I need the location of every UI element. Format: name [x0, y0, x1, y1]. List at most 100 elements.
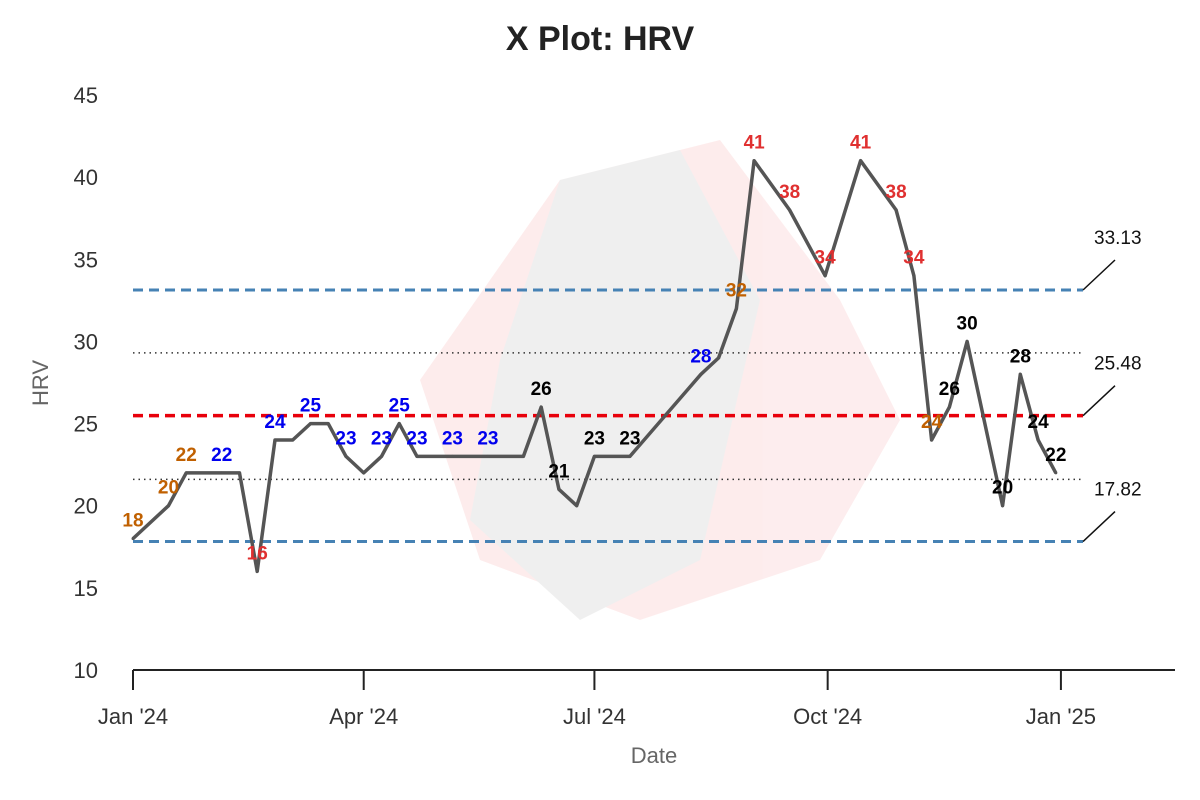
point-value-label: 23 — [371, 428, 392, 449]
point-value-label: 38 — [886, 182, 907, 203]
data-point — [397, 422, 401, 426]
x-axis-title: Date — [631, 743, 677, 768]
point-value-label: 22 — [211, 445, 232, 466]
point-value-label: 41 — [850, 133, 872, 154]
point-value-label: 28 — [1010, 346, 1031, 367]
point-value-label: 34 — [903, 248, 925, 269]
y-tick-label: 35 — [74, 247, 98, 272]
point-value-label: 23 — [584, 428, 605, 449]
data-point — [308, 422, 312, 426]
data-point — [255, 569, 259, 573]
point-value-label: 16 — [247, 543, 268, 564]
data-point — [699, 372, 703, 376]
point-value-label: 24 — [1028, 412, 1050, 433]
y-tick-label: 45 — [74, 83, 98, 108]
y-axis-title: HRV — [28, 360, 53, 406]
data-point — [1036, 438, 1040, 442]
point-value-label: 38 — [779, 182, 800, 203]
point-value-label: 24 — [264, 412, 286, 433]
point-value-label: 32 — [726, 281, 747, 302]
point-value-label: 26 — [531, 379, 552, 400]
data-point — [788, 208, 792, 212]
point-value-label: 28 — [690, 346, 711, 367]
control-limit-label: 33.13 — [1094, 228, 1142, 249]
data-point — [450, 454, 454, 458]
point-value-label: 23 — [335, 428, 356, 449]
point-value-label: 25 — [300, 396, 322, 417]
x-tick-label: Oct '24 — [793, 704, 862, 729]
data-point — [184, 471, 188, 475]
x-tick-labels: Jan '24 Apr '24 Jul '24 Oct '24 Jan '25 — [98, 670, 1096, 729]
data-series — [131, 158, 1058, 574]
point-value-label: 23 — [477, 428, 498, 449]
point-labels: 18 20 22 22 16 24 25 23 23 25 23 23 23 26 21 23 23 28 32 41… — [122, 133, 1066, 565]
control-label-leader — [1082, 510, 1116, 543]
data-point — [1018, 372, 1022, 376]
point-value-label: 18 — [122, 511, 143, 532]
y-tick-label: 10 — [74, 658, 98, 683]
data-point — [557, 487, 561, 491]
point-value-label: 23 — [442, 428, 463, 449]
point-value-label: 41 — [744, 133, 766, 154]
point-value-label: 20 — [158, 478, 179, 499]
x-tick-label: Jul '24 — [563, 704, 626, 729]
y-tick-labels: 10 15 20 25 30 35 40 45 — [74, 83, 98, 683]
point-value-label: 25 — [389, 396, 411, 417]
data-point — [894, 208, 898, 212]
point-value-label: 22 — [1045, 445, 1066, 466]
point-value-label: 30 — [957, 313, 978, 334]
control-limit-label: 25.48 — [1094, 354, 1142, 375]
control-limit-labels: 33.13 25.48 17.82 — [1082, 228, 1142, 543]
data-point — [1054, 471, 1058, 475]
data-point — [379, 454, 383, 458]
data-point — [823, 274, 827, 278]
point-value-label: 20 — [992, 478, 1013, 499]
y-tick-label: 40 — [74, 165, 98, 190]
control-label-leader — [1082, 259, 1116, 291]
data-point — [521, 454, 525, 458]
point-value-label: 26 — [939, 379, 960, 400]
data-point — [752, 159, 756, 163]
watermark-logo — [420, 140, 900, 620]
data-point — [930, 438, 934, 442]
x-tick-label: Apr '24 — [329, 704, 398, 729]
point-value-label: 23 — [619, 428, 640, 449]
point-value-label: 24 — [921, 412, 943, 433]
data-point — [131, 537, 135, 541]
data-point — [362, 471, 366, 475]
point-value-label: 23 — [406, 428, 427, 449]
reference-lines — [133, 288, 1083, 544]
data-point — [486, 454, 490, 458]
chart-title: X Plot: HRV — [506, 20, 695, 58]
y-tick-label: 20 — [74, 494, 98, 519]
data-point — [344, 454, 348, 458]
control-limit-label: 17.82 — [1094, 480, 1142, 501]
y-tick-label: 25 — [74, 412, 98, 437]
data-point — [326, 422, 330, 426]
data-point — [1001, 504, 1005, 508]
y-tick-label: 30 — [74, 329, 98, 354]
data-point — [237, 471, 241, 475]
data-point — [220, 471, 224, 475]
data-point — [628, 454, 632, 458]
data-point — [947, 405, 951, 409]
data-point — [734, 307, 738, 311]
x-tick-label: Jan '24 — [98, 704, 168, 729]
data-point — [717, 356, 721, 360]
x-tick-label: Jan '25 — [1026, 704, 1096, 729]
data-point — [166, 504, 170, 508]
control-label-leader — [1082, 385, 1116, 417]
data-point — [965, 339, 969, 343]
data-point — [859, 159, 863, 163]
data-point — [539, 405, 543, 409]
y-tick-label: 15 — [74, 576, 98, 601]
point-value-label: 22 — [176, 445, 197, 466]
data-point — [592, 454, 596, 458]
data-point — [291, 438, 295, 442]
data-point — [415, 454, 419, 458]
data-point — [912, 274, 916, 278]
data-point — [273, 438, 277, 442]
point-value-label: 21 — [548, 461, 570, 482]
